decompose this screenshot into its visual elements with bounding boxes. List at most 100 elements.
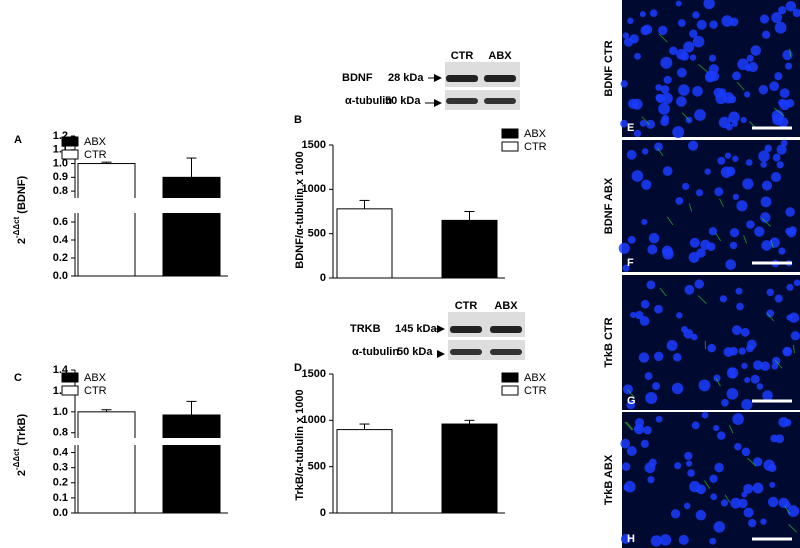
nucleus: [633, 129, 642, 138]
nucleus: [744, 91, 751, 98]
nucleus: [760, 518, 767, 525]
legend-swatch: [501, 372, 519, 383]
nucleus: [760, 196, 772, 208]
nucleus: [761, 180, 773, 191]
fiber: [770, 240, 774, 249]
nucleus: [671, 382, 684, 395]
nucleus: [753, 457, 763, 467]
nucleus: [774, 72, 783, 81]
nucleus: [750, 45, 761, 56]
nucleus: [704, 72, 716, 83]
nucleus: [725, 259, 737, 270]
nucleus: [745, 159, 753, 166]
nucleus: [623, 484, 630, 491]
y-tick-label: 1.0: [53, 406, 68, 418]
nucleus: [736, 302, 744, 311]
nucleus: [744, 376, 751, 384]
blot-kda: 28 kDa: [388, 72, 424, 84]
nucleus: [788, 226, 797, 234]
nucleus: [725, 166, 736, 177]
nucleus: [776, 144, 787, 155]
nucleus: [778, 117, 789, 128]
nucleus: [689, 54, 697, 61]
nucleus: [732, 413, 744, 425]
nucleus: [700, 239, 711, 251]
nucleus: [752, 482, 764, 494]
fiber: [728, 424, 734, 434]
lane-label: ABX: [494, 300, 518, 312]
nucleus: [683, 502, 691, 510]
y-tick-label: 0.2: [53, 252, 68, 264]
nucleus: [692, 11, 700, 19]
nucleus: [703, 0, 715, 10]
nucleus: [621, 462, 631, 471]
fiber: [743, 235, 748, 244]
panel-label: C: [14, 372, 22, 384]
nucleus: [718, 88, 727, 96]
nucleus: [643, 426, 652, 435]
nucleus: [728, 111, 740, 124]
fiber: [666, 216, 674, 226]
nucleus: [695, 509, 707, 521]
blot-membrane: [445, 62, 520, 87]
nucleus: [742, 178, 754, 190]
nucleus: [672, 126, 685, 139]
nucleus: [782, 346, 793, 357]
axis-break-gap: [162, 438, 221, 445]
nucleus: [792, 8, 800, 18]
panel-label: A: [14, 134, 22, 146]
micrograph: [622, 275, 800, 410]
nucleus: [741, 399, 753, 411]
nucleus: [647, 244, 658, 255]
legend-label: ABX: [84, 372, 107, 384]
nucleus: [646, 280, 656, 290]
nucleus: [677, 67, 687, 78]
nucleus: [696, 19, 707, 30]
y-tick-label: 1500: [302, 368, 326, 380]
nucleus: [760, 361, 771, 371]
nucleus: [654, 142, 663, 152]
nucleus: [769, 81, 780, 92]
fiber: [774, 107, 785, 117]
nucleus: [783, 418, 792, 427]
nucleus: [675, 196, 684, 205]
nucleus: [707, 343, 717, 353]
y-label-text: TrkB/α-tubulin x 1000: [294, 389, 306, 500]
nucleus: [774, 294, 783, 303]
nucleus: [678, 534, 689, 545]
y-label-sup: -ΔΔct: [12, 448, 21, 470]
nucleus: [663, 75, 672, 84]
nucleus: [729, 241, 738, 250]
nucleus: [623, 37, 634, 47]
blot-band: [450, 326, 482, 333]
y-tick-label: 0.8: [53, 427, 68, 439]
nucleus: [684, 284, 695, 295]
nucleus: [754, 226, 765, 237]
nucleus: [627, 17, 634, 25]
y-tick-label: 0: [320, 507, 326, 519]
nucleus: [635, 310, 644, 320]
y-tick-label: 1.0: [53, 157, 68, 169]
nucleus: [729, 228, 740, 238]
y-tick-label: 0: [320, 272, 326, 284]
y-axis-label: 2-ΔΔct (TrkB): [12, 414, 28, 477]
nucleus: [787, 505, 800, 517]
nucleus: [676, 96, 687, 107]
nucleus: [650, 535, 663, 547]
fiber: [697, 295, 707, 304]
lane-label: CTR: [455, 300, 478, 312]
micrograph-label: TrkB ABX: [603, 454, 615, 505]
y-tick-label: 0.1: [53, 492, 68, 504]
blot-band: [450, 349, 482, 355]
nucleus: [692, 35, 705, 48]
bar: [162, 176, 221, 277]
micrograph-letter: H: [627, 533, 635, 545]
nucleus: [763, 459, 775, 471]
y-label-text: 2: [16, 470, 28, 476]
nucleus: [652, 382, 661, 391]
nucleus: [721, 15, 733, 27]
legend-label: ABX: [524, 372, 547, 384]
micrograph-label: TrkB CTR: [603, 317, 615, 367]
fiber: [698, 64, 709, 73]
panel-label: D: [294, 362, 302, 374]
